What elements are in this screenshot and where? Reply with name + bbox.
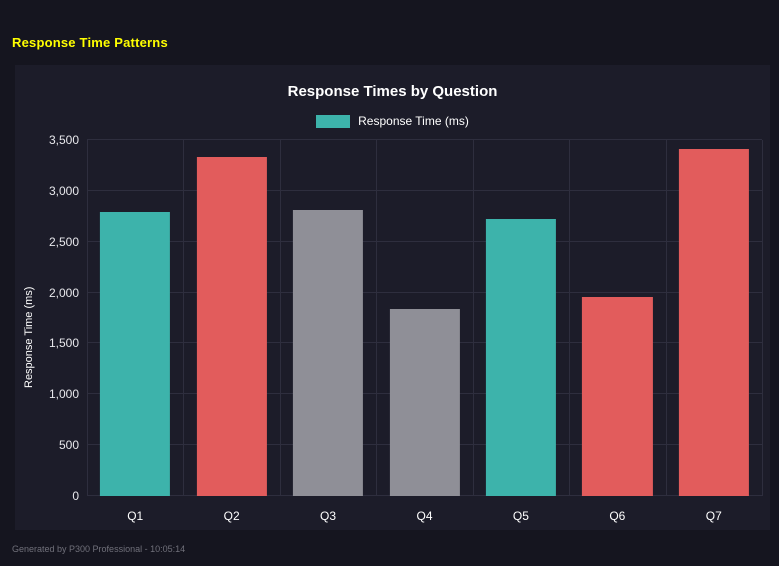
plot-area	[87, 139, 763, 496]
gridline-vertical	[569, 140, 571, 496]
y-tick-label: 500	[58, 438, 79, 453]
chart-legend: Response Time (ms)	[15, 114, 770, 128]
bar-q1	[100, 212, 171, 496]
x-axis-label-q6: Q6	[609, 509, 626, 523]
y-tick-label: 0	[72, 489, 79, 503]
gridline-horizontal	[87, 291, 762, 293]
bar-q7	[678, 149, 749, 496]
gridline-horizontal	[87, 240, 762, 242]
x-axis-labels: Q1 Q2 Q3 Q4 Q5 Q6 Q7	[87, 496, 762, 534]
y-tick-label: 2,000	[48, 285, 79, 300]
x-axis-label-q4: Q4	[416, 509, 433, 523]
page-title: Response Time Patterns	[12, 35, 168, 50]
y-tick-label: 3,500	[48, 133, 79, 147]
gridline-horizontal	[87, 189, 762, 191]
gridline-vertical	[665, 140, 667, 496]
bar-q6	[582, 296, 653, 496]
x-axis-label-q2: Q2	[223, 509, 240, 523]
footer-text: Generated by P300 Professional - 10:05:1…	[12, 544, 186, 554]
chart-panel: Response Times by Question Response Time…	[15, 65, 770, 530]
y-axis-title: Response Time (ms)	[23, 286, 35, 388]
bar-q2	[196, 157, 267, 496]
legend-swatch	[316, 114, 351, 128]
chart-body: Response Time (ms) 0 500 1,000 1,500 2,000 2,…	[15, 128, 770, 534]
x-axis-label-q3: Q3	[320, 509, 337, 523]
y-tick-label: 1,500	[48, 336, 79, 351]
x-axis-label-q7: Q7	[705, 509, 722, 523]
legend-item-response-time[interactable]: Response Time (ms)	[316, 114, 469, 128]
gridline-vertical	[279, 140, 281, 496]
legend-label: Response Time (ms)	[358, 114, 469, 128]
plot-wrap: Q1 Q2 Q3 Q4 Q5 Q6 Q7	[87, 139, 763, 534]
chart-title: Response Times by Question	[287, 83, 498, 100]
bar-q4	[389, 308, 460, 496]
y-axis-tick-labels: 0 500 1,000 1,500 2,000 2,500 3,000 3,500	[39, 133, 87, 503]
gridline-vertical	[376, 140, 378, 496]
gridline-horizontal	[87, 139, 762, 140]
bar-q3	[292, 210, 364, 496]
y-tick-label: 3,000	[48, 183, 79, 198]
gridline-vertical	[183, 140, 185, 496]
gridline-vertical	[472, 140, 474, 496]
gridline-vertical	[87, 140, 88, 496]
y-tick-label: 1,000	[48, 387, 79, 402]
x-axis-label-q1: Q1	[127, 509, 144, 523]
y-tick-label: 2,500	[48, 234, 79, 249]
x-axis-label-q5: Q5	[512, 509, 529, 523]
gridline-vertical	[762, 140, 763, 496]
bar-q5	[485, 219, 557, 496]
